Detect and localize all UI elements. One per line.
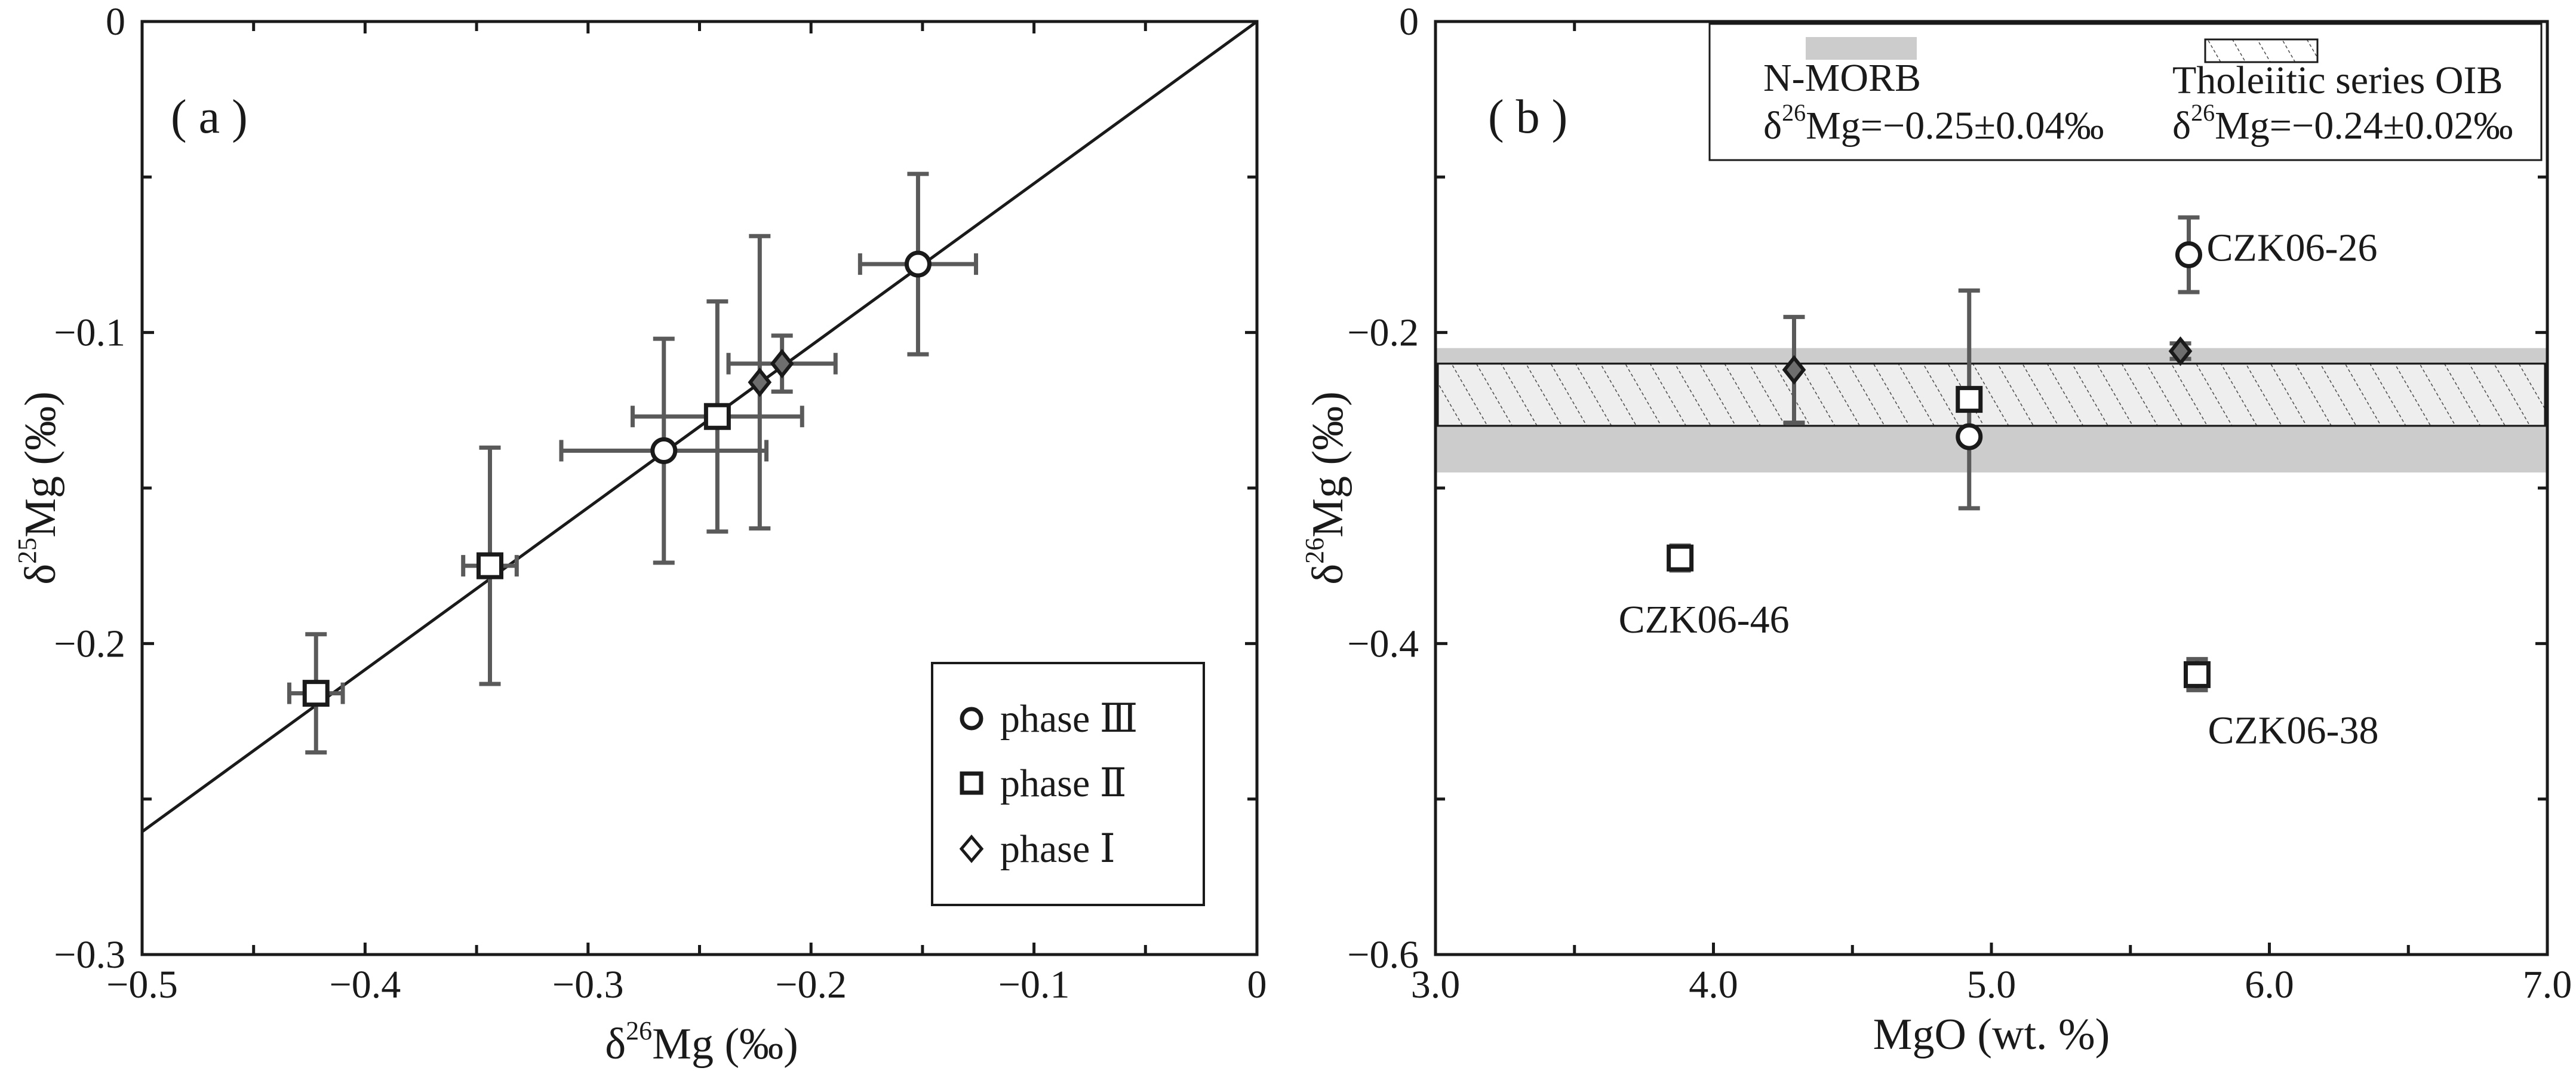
panel-b-square-point [1667, 544, 1694, 572]
panel-a-y-tick-label: 0 [106, 0, 125, 44]
legend-oib-formula: δ26Mg=−0.24±0.02‰ [2172, 99, 2513, 148]
panel-b-sample-label: CZK06-26 [2207, 226, 2378, 270]
panel-a-diamond-point [748, 367, 772, 397]
panel-a-x-tick-label: −0.5 [106, 963, 178, 1007]
panel-a-x-axis-title: δ26Mg (‰) [605, 1016, 798, 1069]
panel-b-sample-label: CZK06-46 [1619, 598, 1790, 642]
panel-a: −0.5 −0.4 −0.3 −0.2 −0.1 0 −0.3 −0.2 −0.1 0 ( a )… [13, 0, 1267, 1069]
panel-b-x-tick-label: 4.0 [1689, 963, 1738, 1007]
panel-b-x-tick-label: 3.0 [1411, 963, 1461, 1007]
panel-b-diamond-point [1782, 355, 1806, 385]
panel-b-oib-band [1437, 363, 2546, 427]
panel-b-x-axis-title: MgO (wt. %) [1873, 1010, 2110, 1059]
panel-b-y-tick-label: 0 [1399, 0, 1419, 44]
panel-a-y-tick-label: −0.2 [54, 622, 125, 665]
legend-oib-swatch [2204, 38, 2319, 63]
panel-b-legend: N-MORB δ26Mg=−0.25±0.04‰ Tholeiitic seri… [1708, 23, 2543, 161]
panel-a-y-tick-label: −0.3 [54, 933, 125, 977]
panel-a-legend: phase Ⅲ phase Ⅱ phase Ⅰ [931, 662, 1205, 906]
legend-nmorb-swatch [1806, 37, 1917, 60]
legend-nmorb-formula: δ26Mg=−0.25±0.04‰ [1763, 99, 2104, 148]
panel-b: 3.0 4.0 5.0 6.0 7.0 −0.6 −0.4 −0.2 0 ( b ) MgO (… [1300, 0, 2572, 1059]
panel-b-sample-label: CZK06-38 [2208, 708, 2378, 752]
panel-b-label: ( b ) [1488, 91, 1567, 143]
panel-a-y-tick-label: −0.1 [54, 311, 125, 355]
legend-oib-label: Tholeiitic series OIB [2172, 59, 2503, 102]
legend-entry-phase-3: phase Ⅲ [1000, 697, 1138, 741]
panel-b-x-tick-label: 6.0 [2245, 963, 2294, 1007]
legend-diamond-marker [959, 834, 984, 863]
panel-b-square-point [2183, 661, 2211, 688]
panel-a-label: ( a ) [171, 91, 248, 143]
panel-b-circle-point [2175, 241, 2203, 268]
legend-square-marker [960, 771, 983, 795]
panel-b-x-tick-label: 7.0 [2523, 963, 2572, 1007]
panel-b-square-point [1956, 386, 1983, 413]
panel-b-y-tick-label: −0.6 [1347, 933, 1419, 977]
panel-a-x-tick-label: 0 [1247, 963, 1267, 1007]
panel-b-diamond-point [2168, 336, 2193, 366]
panel-b-circle-point [1956, 423, 1983, 450]
panel-a-x-tick-label: −0.3 [552, 963, 624, 1007]
panel-b-y-tick-label: −0.4 [1347, 622, 1419, 665]
panel-a-circle-point [650, 437, 678, 465]
panel-b-y-tick-label: −0.2 [1347, 311, 1419, 355]
panel-a-x-tick-label: −0.4 [330, 963, 401, 1007]
panel-a-circle-point [904, 250, 932, 278]
panel-a-y-axis-title: δ25Mg (‰) [13, 391, 65, 584]
panel-a-square-point [302, 680, 330, 707]
legend-circle-marker [960, 707, 983, 731]
panel-a-square-point [477, 552, 504, 579]
panel-b-x-tick-label: 5.0 [1967, 963, 2016, 1007]
legend-entry-phase-1: phase Ⅰ [1000, 827, 1115, 871]
legend-nmorb-label: N-MORB [1763, 56, 1921, 100]
panel-b-y-axis-title: δ26Mg (‰) [1300, 391, 1352, 584]
panel-a-x-tick-label: −0.2 [775, 963, 847, 1007]
panel-a-diamond-point [770, 348, 794, 379]
panel-a-square-point [703, 403, 731, 430]
panel-a-x-tick-label: −0.1 [998, 963, 1070, 1007]
legend-entry-phase-2: phase Ⅱ [1000, 762, 1127, 805]
panel-b-axes-frame [1434, 20, 2549, 956]
